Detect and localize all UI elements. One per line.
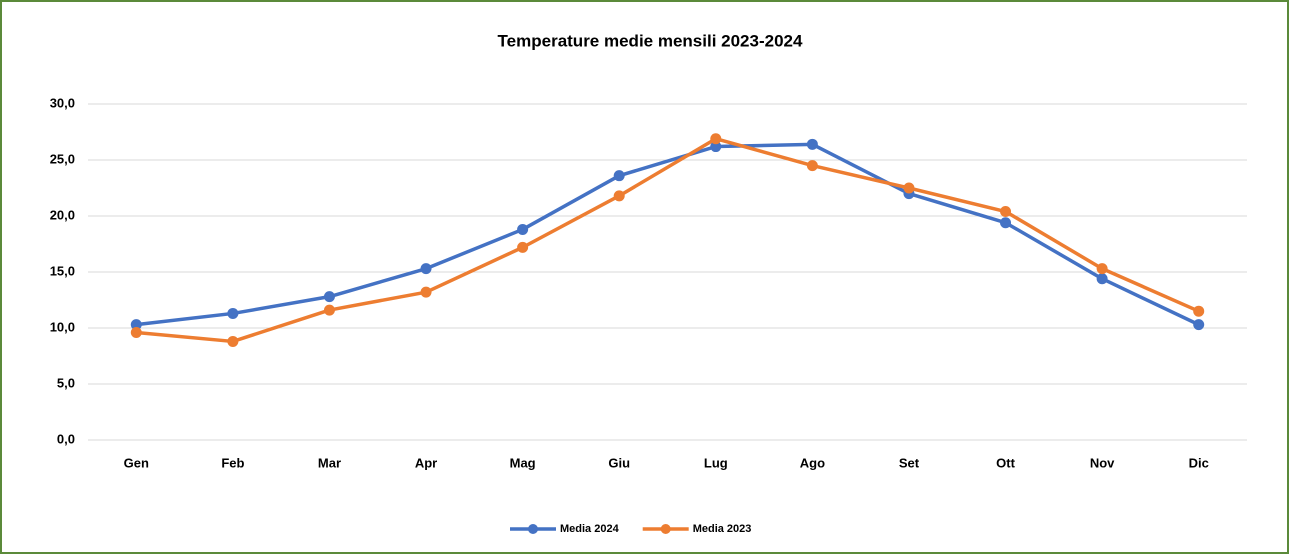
chart-title: Temperature medie mensili 2023-2024: [498, 31, 803, 50]
series-line: [136, 136, 1200, 344]
y-tick-label: 30,0: [50, 95, 75, 110]
y-tick-label: 25,0: [50, 151, 75, 166]
x-tick-label: Dic: [1189, 455, 1209, 470]
point: [806, 138, 818, 150]
point: [1193, 319, 1205, 331]
x-tick-label: Gen: [124, 455, 149, 470]
point: [1096, 273, 1108, 285]
point: [323, 291, 335, 303]
point: [903, 182, 915, 194]
legend-label: Media 2023: [693, 523, 752, 535]
point: [130, 319, 142, 331]
point: [323, 304, 335, 316]
point: [613, 170, 625, 182]
point: [1000, 217, 1012, 229]
x-tick-label: Ago: [800, 455, 825, 470]
y-tick-label: 20,0: [50, 207, 75, 222]
point: [613, 190, 625, 202]
point: [420, 263, 432, 275]
legend-marker: [528, 524, 538, 534]
point: [806, 160, 818, 172]
x-tick-label: Set: [899, 455, 920, 470]
point: [1193, 305, 1205, 317]
point: [710, 141, 722, 153]
x-tick-label: Giu: [608, 455, 630, 470]
point: [1000, 206, 1012, 218]
series-line: [136, 142, 1200, 327]
y-tick-label: 0,0: [57, 431, 75, 446]
y-tick-label: 5,0: [57, 375, 75, 390]
point: [130, 326, 142, 338]
point: [517, 223, 529, 235]
point: [227, 307, 239, 319]
legend-label: Media 2024: [560, 523, 620, 535]
y-tick-label: 10,0: [50, 319, 75, 334]
point: [420, 286, 432, 298]
point: [517, 241, 529, 253]
x-tick-label: Apr: [415, 455, 437, 470]
x-tick-label: Nov: [1090, 455, 1115, 470]
x-tick-label: Ott: [996, 455, 1015, 470]
x-tick-label: Mag: [510, 455, 536, 470]
legend-marker: [660, 524, 671, 534]
point: [227, 335, 239, 347]
x-tick-label: Mar: [318, 455, 341, 470]
point: [1096, 263, 1108, 275]
y-tick-label: 15,0: [50, 263, 75, 278]
point: [710, 133, 722, 145]
x-tick-label: Lug: [704, 455, 728, 470]
x-tick-label: Feb: [221, 455, 244, 470]
